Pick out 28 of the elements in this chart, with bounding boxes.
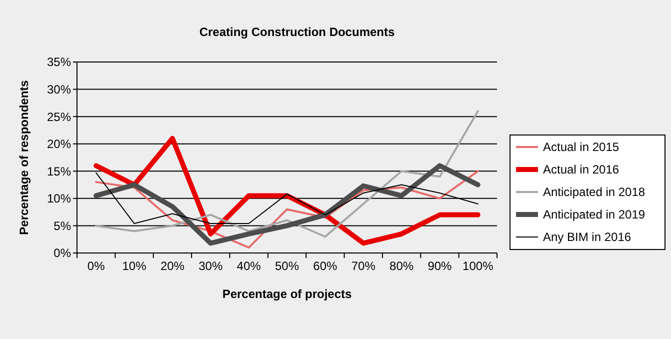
legend-label: Actual in 2015 [543, 140, 620, 154]
x-tick-label: 10% [122, 259, 147, 273]
y-tick-label: 15% [46, 164, 72, 178]
line-series [95, 110, 479, 238]
y-tick-label: 35% [46, 55, 72, 70]
x-tick-label: 40% [236, 259, 262, 273]
y-tick-label: 30% [46, 82, 72, 96]
legend-label: Anticipated in 2018 [543, 185, 646, 200]
x-tick-label: 90% [428, 259, 452, 273]
x-tick-label: 60% [313, 259, 338, 273]
y-tick-label: 5% [54, 218, 72, 233]
x-axis-title: Percentage of projects [222, 287, 352, 301]
y-tick-label: 10% [46, 192, 72, 206]
x-tick-label: 30% [198, 259, 223, 273]
x-tick-label: 0% [87, 259, 106, 273]
legend-label: Any BIM in 2016 [543, 230, 632, 244]
x-tick-label: 50% [274, 259, 300, 273]
x-tick-label: 100% [462, 259, 494, 273]
x-tick-label: 80% [390, 259, 414, 273]
y-tick-label: 20% [46, 137, 72, 152]
y-tick-label: 25% [46, 110, 72, 124]
y-axis-title: Percentage of respondents [17, 80, 31, 235]
legend-label: Actual in 2016 [543, 162, 620, 177]
legend-label: Anticipated in 2019 [543, 208, 646, 222]
x-tick-label: 70% [351, 259, 376, 273]
y-tick-label: 0% [54, 246, 72, 260]
chart-title: Creating Construction Documents [199, 25, 395, 39]
x-tick-label: 20% [160, 259, 185, 273]
